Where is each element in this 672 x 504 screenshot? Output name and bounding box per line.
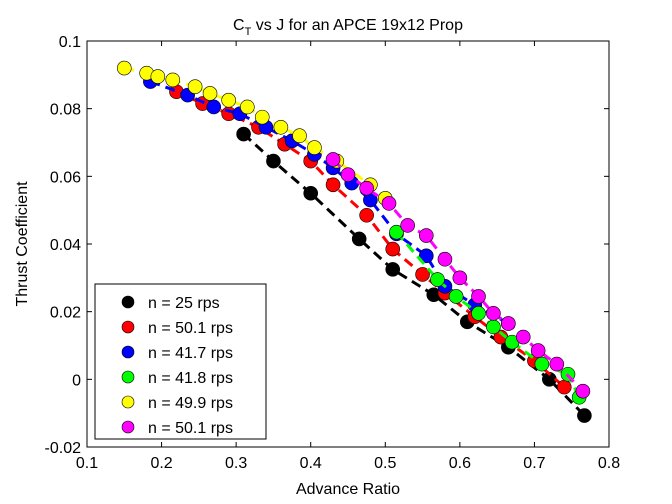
legend-label: n = 41.8 rps [148, 370, 233, 387]
data-point [116, 60, 132, 76]
x-tick-label: 0.6 [449, 455, 471, 472]
data-point [206, 99, 222, 115]
data-point [359, 207, 374, 223]
data-point [202, 86, 218, 101]
y-axis-label: Thrust Coefficient [14, 181, 31, 307]
x-axis: 0.1 0.2 0.3 0.4 0.5 0.6 0.7 0.8 [76, 41, 620, 472]
data-point [273, 119, 289, 135]
legend-marker [121, 320, 135, 334]
data-point [254, 109, 270, 125]
series-line [242, 132, 586, 417]
data-point [400, 218, 415, 233]
data-point [340, 167, 356, 182]
data-point [448, 289, 464, 304]
data-point [381, 196, 397, 211]
data-point [187, 79, 203, 94]
data-point [240, 99, 255, 115]
data-point [266, 153, 281, 169]
data-point [530, 343, 546, 358]
series-layer [116, 60, 592, 423]
chart-title-main: C [233, 17, 245, 34]
data-point [549, 356, 565, 372]
data-point [325, 177, 341, 193]
data-point [501, 316, 516, 331]
legend-marker [121, 295, 135, 309]
legend-label: n = 50.1 rps [148, 420, 233, 437]
data-point [236, 126, 251, 142]
legend-label: n = 50.1 rps [148, 320, 233, 337]
y-tick-label: 0.1 [59, 34, 81, 51]
data-point [418, 248, 434, 264]
data-point [292, 128, 307, 144]
data-point [486, 319, 501, 335]
legend-box [94, 283, 267, 440]
y-tick-label: 0.08 [50, 102, 81, 119]
data-point [577, 408, 592, 423]
data-point [351, 231, 367, 247]
chart-title-subscript: T [245, 26, 252, 38]
legend-marker [121, 345, 135, 359]
x-tick-label: 0.5 [374, 455, 396, 472]
x-tick-label: 0.7 [523, 455, 545, 472]
data-point [471, 306, 486, 321]
data-point [430, 272, 445, 287]
legend-marker [121, 395, 135, 409]
series-1 [236, 126, 592, 423]
data-point [437, 251, 453, 267]
legend-marker [121, 370, 135, 384]
legend-label: n = 25 rps [148, 295, 220, 312]
data-point [307, 140, 322, 155]
data-point [221, 92, 236, 108]
series-6 [325, 152, 591, 399]
x-tick-label: 0.4 [300, 455, 322, 472]
legend-label: n = 49.9 rps [148, 395, 233, 412]
x-tick-label: 0.2 [150, 455, 172, 472]
data-point [303, 185, 319, 201]
y-axis: -0.02 0 0.02 0.04 0.06 0.08 0.1 [45, 34, 609, 457]
data-point [359, 180, 374, 196]
x-tick-label: 0.3 [225, 455, 247, 472]
data-point [418, 228, 434, 243]
data-point [486, 306, 501, 321]
data-point [471, 289, 486, 304]
x-tick-label: 0.1 [76, 455, 98, 472]
data-point [385, 241, 401, 257]
legend-marker [121, 420, 135, 434]
legend: n = 25 rps n = 50.1 rps n = 41.7 rps n = 41… [94, 283, 267, 440]
chart-title-rest: vs J for an APCE 19x12 Prop [251, 17, 463, 34]
data-point [515, 329, 531, 345]
data-point [389, 224, 404, 240]
chart-title: CT vs J for an APCE 19x12 Prop [233, 17, 463, 38]
y-tick-label: 0.04 [50, 237, 81, 254]
data-point [325, 152, 341, 167]
legend-label: n = 41.7 rps [148, 345, 233, 362]
data-point [150, 69, 166, 84]
x-axis-label: Advance Ratio [296, 481, 400, 498]
data-point [165, 72, 181, 88]
y-tick-label: 0.06 [50, 169, 81, 186]
data-point [534, 356, 550, 372]
data-point [415, 267, 430, 282]
data-point [575, 383, 591, 399]
data-point [556, 379, 572, 395]
y-tick-label: -0.02 [45, 440, 82, 457]
data-point [452, 270, 468, 286]
x-tick-label: 0.8 [598, 455, 620, 472]
y-tick-label: 0.02 [50, 305, 81, 322]
y-tick-label: 0 [72, 372, 81, 389]
data-point [385, 262, 401, 277]
